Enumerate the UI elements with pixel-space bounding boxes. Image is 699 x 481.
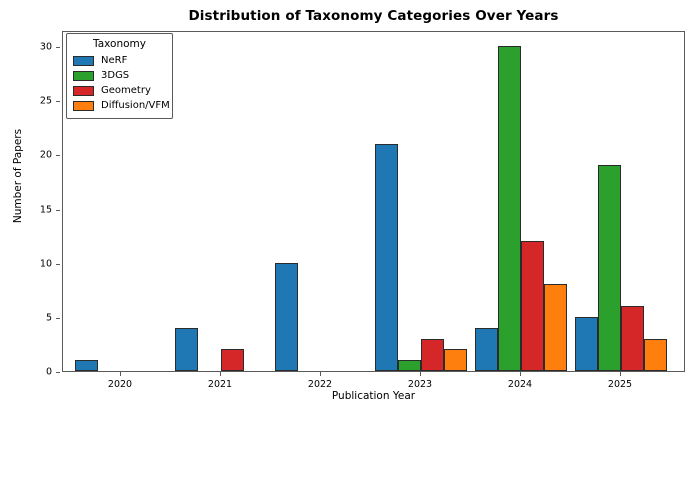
legend-swatch-icon (73, 55, 94, 66)
x-tick-label: 2023 (407, 379, 433, 390)
x-tick-label: 2024 (507, 379, 533, 390)
legend-swatch-icon (73, 85, 94, 96)
x-tick-mark (620, 372, 621, 376)
bar-2023-diffusion-vfm (444, 349, 468, 371)
y-tick-label: 10 (39, 258, 52, 270)
bar-2024-nerf (474, 327, 498, 371)
legend-item-geometry: Geometry (73, 83, 166, 98)
x-tick-mark (220, 372, 221, 376)
y-tick-mark (56, 263, 60, 265)
y-axis-label: Number of Papers (12, 128, 24, 224)
bar-2021-nerf (174, 327, 198, 371)
bar-2021-geometry (221, 349, 245, 371)
chart-title: Distribution of Taxonomy Categories Over… (188, 8, 559, 24)
y-tick-mark (56, 47, 60, 49)
x-axis: 2020 2021 2022 2023 2024 2025 (62, 372, 685, 412)
y-tick-label: 0 (45, 366, 52, 378)
legend-swatch-icon (73, 100, 94, 111)
legend-item-diffusion-vfm: Diffusion/VFM (73, 98, 170, 113)
bar-2025-3dgs (597, 165, 621, 371)
bar-2023-3dgs (397, 360, 421, 371)
bars-layer (63, 32, 684, 371)
x-tick-label: 2025 (607, 379, 633, 390)
x-tick-mark (120, 372, 121, 376)
bar-2023-geometry (421, 338, 445, 371)
bar-2023-nerf (374, 143, 398, 371)
y-tick-label: 20 (39, 149, 52, 161)
y-tick-mark (56, 372, 60, 373)
y-tick-mark (56, 317, 60, 319)
bar-2025-geometry (621, 306, 645, 371)
legend-item-label: NeRF (101, 55, 128, 66)
legend-title: Taxonomy (93, 38, 146, 50)
bar-2022-nerf (274, 262, 298, 371)
legend-item-nerf: NeRF (73, 53, 166, 68)
legend-item-label: Geometry (101, 85, 151, 96)
legend-swatch-icon (73, 70, 94, 81)
x-tick-label: 2021 (207, 379, 233, 390)
bar-2025-diffusion-vfm (644, 338, 668, 371)
y-tick-label: 30 (39, 41, 52, 53)
y-tick-label: 15 (39, 204, 52, 216)
y-tick-label: 25 (39, 95, 52, 107)
legend-item-label: 3DGS (101, 70, 130, 81)
bar-2024-geometry (521, 241, 545, 371)
y-axis: 0 5 10 15 20 25 30 (0, 31, 62, 378)
x-tick-label: 2022 (307, 379, 333, 390)
legend-item-3dgs: 3DGS (73, 68, 166, 83)
y-tick-mark (56, 209, 60, 211)
bar-2020-nerf (74, 360, 98, 371)
bar-2024-3dgs (497, 46, 521, 371)
bar-2025-nerf (574, 316, 598, 371)
x-tick-mark (320, 372, 321, 376)
bar-2024-diffusion-vfm (544, 284, 568, 371)
x-tick-mark (420, 372, 421, 376)
y-tick-mark (56, 101, 60, 103)
legend-entries: NeRF 3DGS Geometry Diffusion/VFM (73, 53, 170, 113)
y-tick-label: 5 (45, 312, 52, 324)
legend: Taxonomy NeRF 3DGS Geometry Diffusion/VFM (66, 33, 173, 119)
x-tick-mark (520, 372, 521, 376)
y-tick-mark (56, 155, 60, 157)
legend-item-label: Diffusion/VFM (101, 100, 170, 111)
x-tick-label: 2020 (107, 379, 133, 390)
x-axis-label: Publication Year (331, 390, 416, 402)
